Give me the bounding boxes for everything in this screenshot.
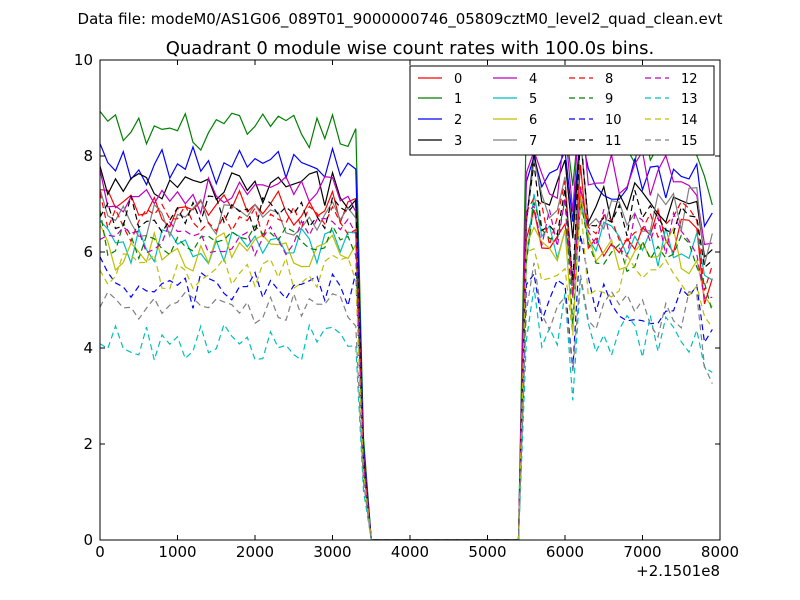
y-tick-label: 6 bbox=[83, 243, 93, 261]
series-line-3 bbox=[100, 136, 713, 540]
series-layer bbox=[100, 94, 713, 540]
series-line-2 bbox=[100, 131, 713, 540]
legend-label-13: 13 bbox=[681, 92, 698, 107]
series-line-10 bbox=[100, 234, 713, 540]
legend-label-8: 8 bbox=[605, 72, 613, 87]
series-line-14 bbox=[100, 202, 713, 540]
legend-label-4: 4 bbox=[529, 72, 537, 87]
y-tick-label: 4 bbox=[83, 339, 93, 357]
legend-label-14: 14 bbox=[681, 113, 698, 128]
figure-suptitle: Data file: modeM0/AS1G06_089T01_90000007… bbox=[78, 10, 723, 29]
x-tick-label: 5000 bbox=[468, 543, 506, 561]
legend-label-12: 12 bbox=[681, 72, 698, 87]
x-tick-label: 0 bbox=[95, 543, 105, 561]
series-line-12 bbox=[100, 187, 713, 540]
legend-label-10: 10 bbox=[605, 113, 622, 128]
x-tick-label: 2000 bbox=[236, 543, 274, 561]
legend-label-11: 11 bbox=[605, 134, 622, 149]
x-tick-label: 8000 bbox=[701, 543, 739, 561]
legend-label-1: 1 bbox=[454, 92, 462, 107]
series-line-6 bbox=[100, 195, 713, 540]
x-tick-label: 4000 bbox=[391, 543, 429, 561]
x-tick-label: 3000 bbox=[313, 543, 351, 561]
series-line-5 bbox=[100, 193, 713, 540]
y-tick-label: 10 bbox=[74, 51, 93, 69]
legend-label-0: 0 bbox=[454, 72, 462, 87]
series-line-4 bbox=[100, 98, 713, 540]
series-line-7 bbox=[100, 138, 713, 540]
legend-label-5: 5 bbox=[529, 92, 537, 107]
legend-label-15: 15 bbox=[681, 134, 698, 149]
y-tick-label: 2 bbox=[83, 435, 93, 453]
x-axis: 0 1000 2000 3000 4000 5000 6000 7000 8000 bbox=[95, 60, 739, 561]
legend-label-3: 3 bbox=[454, 134, 462, 149]
x-tick-label: 6000 bbox=[546, 543, 584, 561]
legend-label-6: 6 bbox=[529, 113, 537, 128]
chart-title: Quadrant 0 module wise count rates with … bbox=[166, 38, 655, 59]
y-tick-label: 0 bbox=[83, 531, 93, 549]
y-tick-label: 8 bbox=[83, 147, 93, 165]
x-tick-label: 1000 bbox=[158, 543, 196, 561]
legend-label-9: 9 bbox=[605, 92, 613, 107]
x-tick-label: 7000 bbox=[623, 543, 661, 561]
series-line-8 bbox=[100, 180, 713, 540]
legend-label-2: 2 bbox=[454, 113, 462, 128]
legend-box bbox=[409, 65, 715, 156]
legend-label-7: 7 bbox=[529, 134, 537, 149]
series-line-11 bbox=[100, 134, 713, 540]
x-offset-label: +2.1501e8 bbox=[636, 562, 720, 580]
